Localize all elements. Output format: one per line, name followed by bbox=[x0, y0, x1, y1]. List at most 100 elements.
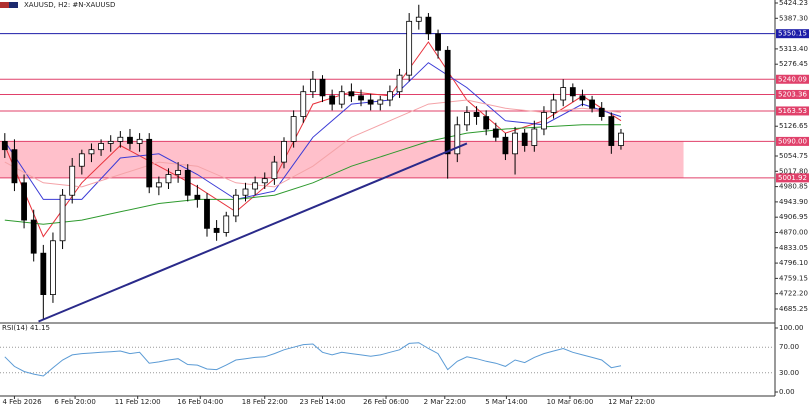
candle-body bbox=[473, 112, 480, 117]
candle-body bbox=[117, 136, 124, 142]
y-tick-label: 4685.25 bbox=[779, 305, 808, 313]
moving-average bbox=[4, 99, 622, 188]
candle-body bbox=[560, 87, 567, 101]
symbol-icon bbox=[9, 2, 18, 8]
candle-body bbox=[40, 252, 47, 295]
y-tick-label: 5424.23 bbox=[779, 0, 808, 7]
candle-body bbox=[444, 49, 451, 155]
level-label: 5163.53 bbox=[778, 107, 807, 115]
candle-body bbox=[30, 219, 37, 254]
candle-body bbox=[252, 182, 259, 190]
candle-body bbox=[464, 112, 470, 126]
candle-body bbox=[146, 138, 153, 188]
candle-body bbox=[88, 149, 95, 155]
candle-body bbox=[396, 74, 403, 93]
y-tick-label: 5387.30 bbox=[779, 14, 808, 22]
y-tick-label: 4943.90 bbox=[779, 198, 808, 206]
candle-body bbox=[290, 116, 297, 142]
zone bbox=[0, 141, 684, 178]
x-tick-label: 12 Mar 22:00 bbox=[608, 398, 655, 406]
level-box bbox=[776, 74, 809, 84]
candle-body bbox=[415, 16, 422, 22]
x-tick-label: 18 Feb 22:00 bbox=[242, 398, 288, 406]
candle-body bbox=[579, 95, 586, 101]
candle-body bbox=[569, 87, 576, 97]
level-label: 5090.00 bbox=[778, 137, 807, 145]
symbol-icon bbox=[0, 2, 9, 8]
candle-body bbox=[492, 128, 499, 138]
y-tick-label: 4870.00 bbox=[779, 228, 808, 236]
rsi-tick-label: 70.00 bbox=[779, 343, 799, 351]
x-tick-label: 4 Feb 2026 bbox=[2, 398, 42, 406]
candle-body bbox=[155, 182, 162, 188]
candle-body bbox=[213, 227, 220, 233]
rsi-line bbox=[4, 342, 622, 377]
level-label: 5203.36 bbox=[778, 90, 807, 98]
candle-body bbox=[512, 132, 518, 155]
candle-body bbox=[1, 140, 8, 151]
candle-body bbox=[618, 132, 624, 146]
level-label: 5240.09 bbox=[778, 75, 807, 83]
candle-body bbox=[348, 91, 355, 97]
candle-body bbox=[377, 99, 384, 105]
y-tick-label: 4759.15 bbox=[779, 274, 808, 282]
candle-body bbox=[136, 138, 143, 144]
candle-body bbox=[435, 33, 441, 51]
candle-body bbox=[483, 116, 490, 130]
candle-body bbox=[367, 99, 374, 105]
rsi-label: RSI(14) 41.15 bbox=[2, 324, 50, 332]
y-tick-label: 5126.65 bbox=[779, 122, 808, 130]
level-box bbox=[776, 136, 809, 146]
moving-average bbox=[4, 41, 622, 238]
candle-body bbox=[107, 140, 114, 144]
candle-body bbox=[11, 149, 18, 184]
candle-body bbox=[242, 188, 249, 196]
y-tick-label: 5276.45 bbox=[779, 60, 808, 68]
candle-body bbox=[232, 194, 239, 217]
x-tick-label: 2 Mar 22:00 bbox=[424, 398, 466, 406]
x-tick-label: 26 Feb 06:00 bbox=[363, 398, 409, 406]
y-tick-label: 4833.05 bbox=[779, 244, 808, 252]
candle-body bbox=[281, 140, 287, 163]
candle-body bbox=[329, 95, 336, 105]
candle-body bbox=[338, 91, 345, 105]
candle-body bbox=[300, 91, 307, 117]
candle-body bbox=[204, 198, 210, 229]
candle-body bbox=[358, 95, 364, 101]
y-tick-label: 5054.75 bbox=[779, 152, 808, 160]
level-box bbox=[776, 89, 809, 99]
candle-body bbox=[50, 240, 56, 295]
candle-body bbox=[98, 143, 104, 151]
candle-body bbox=[165, 174, 172, 184]
candle-body bbox=[608, 116, 615, 146]
x-tick-label: 5 Mar 14:00 bbox=[485, 398, 527, 406]
candle-body bbox=[175, 169, 182, 175]
chart-title: XAUUSD, H2: #N-XAUUSD bbox=[24, 1, 115, 9]
candle-body bbox=[521, 132, 528, 146]
level-box bbox=[776, 173, 809, 183]
candle-body bbox=[319, 78, 326, 97]
candle-body bbox=[531, 128, 538, 146]
candle-body bbox=[59, 194, 66, 242]
candle-body bbox=[309, 78, 316, 93]
candle-body bbox=[541, 112, 547, 130]
candle-body bbox=[589, 99, 595, 109]
candle-body bbox=[425, 16, 432, 35]
candle-body bbox=[271, 161, 278, 180]
x-tick-label: 10 Mar 06:00 bbox=[547, 398, 594, 406]
level-label: 5001.92 bbox=[778, 174, 807, 182]
x-tick-label: 11 Feb 12:00 bbox=[115, 398, 161, 406]
y-tick-label: 4722.20 bbox=[779, 290, 808, 298]
rsi-tick-label: 30.00 bbox=[779, 369, 799, 377]
candle-body bbox=[69, 165, 76, 196]
y-tick-label: 4906.95 bbox=[779, 213, 808, 221]
x-tick-label: 23 Feb 14:00 bbox=[300, 398, 346, 406]
y-tick-label: 5017.80 bbox=[779, 167, 808, 175]
candle-body bbox=[502, 136, 509, 155]
candle-body bbox=[261, 178, 268, 184]
x-tick-label: 16 Feb 04:00 bbox=[177, 398, 223, 406]
candle-body bbox=[598, 107, 605, 117]
y-tick-label: 4980.85 bbox=[779, 183, 808, 191]
